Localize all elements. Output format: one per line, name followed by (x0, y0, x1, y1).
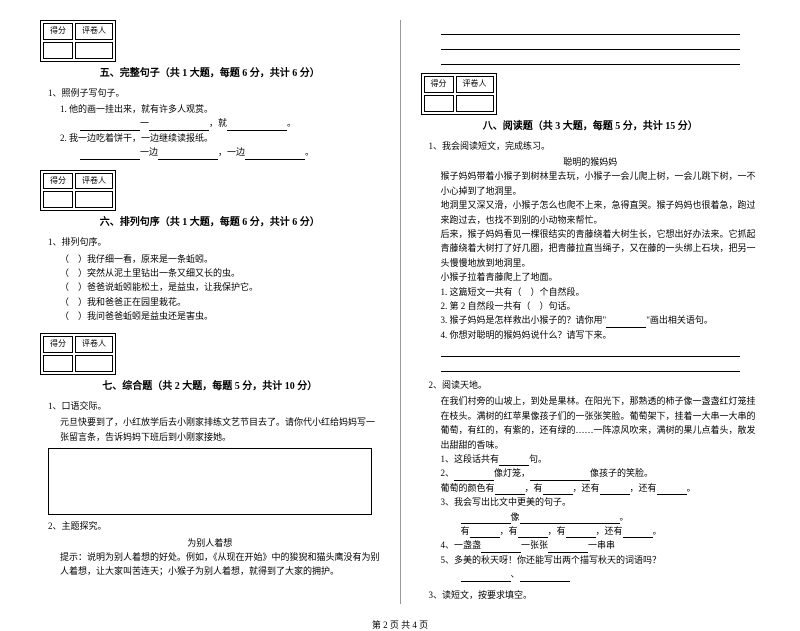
q5-1b-fill: 一边，一边。 (80, 145, 380, 159)
answer-line (441, 52, 741, 65)
q7-2: 2、主题探究。 (48, 519, 380, 533)
q6-line2: （ ）突然从泥土里钻出一条又细又长的虫。 (60, 266, 380, 280)
q6-line4: （ ）我和爸爸正在园里栽花。 (60, 295, 380, 309)
q6-line5: （ ）我问爸爸蚯蚓是益虫还是害虫。 (60, 309, 380, 323)
q6-line1: （ ）我仔细一看，原来是一条蚯蚓。 (60, 252, 380, 266)
score-box-7: 得分评卷人 (40, 333, 116, 375)
section-8-title: 八、阅读题（共 3 大题，每题 5 分，共计 15 分） (421, 119, 761, 135)
blank (149, 120, 209, 131)
score-cell (43, 42, 73, 59)
blank (245, 149, 305, 160)
q5-1b: 2. 我一边吃着饼干，一边继续读报纸。 (60, 131, 380, 145)
left-column: 得分评卷人 五、完整句子（共 1 大题，每题 6 分，共计 6 分） 1、照例子… (40, 20, 380, 604)
score-label: 得分 (43, 23, 73, 40)
q7-1: 1、口语交际。 (48, 399, 380, 413)
section-5-title: 五、完整句子（共 1 大题，每题 6 分，共计 6 分） (40, 66, 380, 82)
q7-2-text: 提示：说明为别人着想的好处。例如，《从现在开始》中的狻猊和猫头鹰没有为别人着想，… (60, 550, 380, 579)
section-8-header: 得分评卷人 (421, 73, 761, 115)
column-divider (400, 20, 401, 604)
q8-2-q6-blanks: 、 (461, 567, 761, 581)
q8-1-p3: 后来，猴子妈妈看见一棵很结实的青藤绕着大树生长，它想出好办法来。它抓起青藤绕着大… (441, 227, 761, 270)
blank (606, 317, 646, 328)
page-footer: 第 2 页 共 4 页 (0, 618, 800, 631)
grader-cell (75, 42, 113, 59)
score-box-6: 得分评卷人 (40, 170, 116, 212)
q8-2-q4a: 像。 (461, 510, 761, 524)
blank (227, 120, 287, 131)
q8-2-q4t: 3、我会写出比文中更美的句子。 (441, 495, 761, 509)
q6-line3: （ ）爸爸说蚯蚓能松土，是益虫，让我保护它。 (60, 280, 380, 294)
q5-1: 1、照例子写句子。 (48, 86, 380, 100)
answer-line (441, 344, 741, 357)
q8-2-q1: 1、这段话共有句。 (441, 452, 761, 466)
q8-1-q2: 2. 第 2 自然段一共有（ ）句话。 (441, 299, 761, 313)
q8-1-q3: 3. 猴子妈妈是怎样救出小猴子的？请你用""画出相关语句。 (441, 313, 761, 327)
score-box-8: 得分评卷人 (421, 73, 497, 115)
answer-line (441, 359, 741, 372)
q8-1-p4: 小猴子拉着青藤爬上了地面。 (441, 270, 761, 284)
q8-2-q4b: 有，有，有，还有。 (461, 524, 761, 538)
q5-1a-fill: 一，就。 (80, 116, 380, 130)
section-7-title: 七、综合题（共 2 大题，每题 5 分，共计 10 分） (40, 379, 380, 395)
q8-1: 1、我会阅读短文，完成练习。 (429, 139, 761, 153)
page-container: 得分评卷人 五、完整句子（共 1 大题，每题 6 分，共计 6 分） 1、照例子… (0, 0, 800, 614)
blank (80, 149, 140, 160)
q8-1-p1: 猴子妈妈带着小猴子到树林里去玩，小猴子一会儿爬上树，一会儿跳下树，一不小心掉到了… (441, 169, 761, 198)
section-6-title: 六、排列句序（共 1 大题，每题 6 分，共计 6 分） (40, 215, 380, 231)
section-7-header: 得分评卷人 (40, 333, 380, 375)
blank (80, 120, 140, 131)
q8-3: 3、读短文，按要求填空。 (429, 588, 761, 602)
blank (158, 149, 218, 160)
q8-1-p2: 地洞里又深又滑，小猴子怎么也爬不上来，急得直哭。猴子妈妈也很着急，跑过来跑过去，… (441, 198, 761, 227)
answer-box (48, 448, 372, 515)
q8-2-q5: 4、一盏盏一张张一串串 (441, 538, 761, 552)
answer-line (441, 37, 741, 50)
q8-1-title: 聪明的猴妈妈 (421, 155, 761, 169)
q5-1a: 1. 他的画一挂出来，就有许多人观赏。 (60, 102, 380, 116)
right-column: 得分评卷人 八、阅读题（共 3 大题，每题 5 分，共计 15 分） 1、我会阅… (421, 20, 761, 604)
q8-2: 2、阅读天地。 (429, 378, 761, 392)
answer-line (441, 22, 741, 35)
section-5-header: 得分评卷人 (40, 20, 380, 62)
section-6-header: 得分评卷人 (40, 170, 380, 212)
q8-2-q3: 葡萄的颜色有，有，还有，还有。 (441, 481, 761, 495)
q8-1-q1: 1. 这篇短文一共有（ ）个自然段。 (441, 285, 761, 299)
grader-label: 评卷人 (75, 23, 113, 40)
q7-2-title: 为别人着想 (40, 536, 380, 550)
q8-1-q4: 4. 你想对聪明的猴妈妈说什么？请写下来。 (441, 328, 761, 342)
q8-2-q2: 2、像灯笼，像孩子的笑脸。 (441, 466, 761, 480)
score-box-5: 得分评卷人 (40, 20, 116, 62)
q8-2-p1: 在我们村旁的山坡上，到处是果林。在阳光下，那熟透的柿子像一盏盏红灯笼挂在枝头。满… (441, 394, 761, 452)
q7-1-text: 元旦快要到了，小红放学后去小刚家排练文艺节目去了。请你代小红给妈妈写一张留言条，… (60, 415, 380, 444)
q6-1: 1、排列句序。 (48, 235, 380, 249)
